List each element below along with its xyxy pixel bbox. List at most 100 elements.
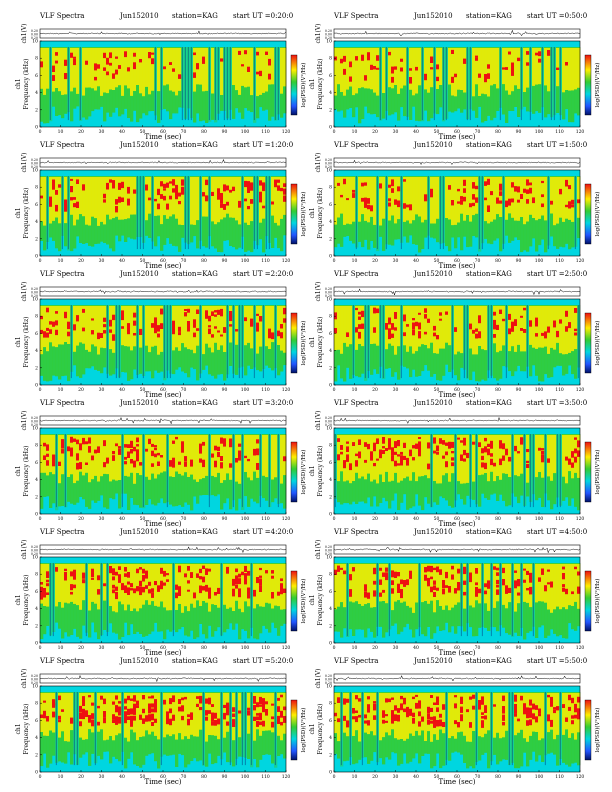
- spectrogram-cell: [148, 696, 152, 699]
- spectrogram-cell: [430, 565, 434, 573]
- spectrogram-cell: [223, 176, 227, 218]
- spectrogram-cell: [283, 456, 287, 462]
- spectrogram-cell: [439, 312, 443, 316]
- spectrogram-cell: [445, 47, 449, 119]
- x-tick-label: 70: [475, 774, 481, 780]
- spectrogram-cell: [400, 176, 402, 250]
- spectrogram-cell: [487, 178, 491, 185]
- spectrogram-cell: [487, 443, 491, 447]
- y-tick-label: 2: [35, 107, 38, 113]
- spectrogram-cell: [520, 695, 524, 701]
- spectrogram-cell: [244, 579, 248, 585]
- spectrogram-cell: [445, 585, 449, 588]
- spectrogram-cell: [472, 705, 476, 710]
- spectrogram-cell: [520, 315, 524, 318]
- spectrogram-cell: [400, 67, 404, 72]
- spectrogram-cell: [277, 697, 281, 701]
- spectrogram-cell: [346, 563, 348, 637]
- spectrogram-cell: [442, 47, 446, 122]
- spectrogram-cell: [490, 692, 494, 762]
- spectrogram-cell: [559, 692, 561, 766]
- spectrogram-cell: [514, 570, 518, 573]
- spectrogram-cell: [511, 322, 515, 328]
- spectrogram-cell: [136, 455, 140, 462]
- spectrogram-cell: [211, 47, 215, 94]
- spectrogram-cell: [385, 47, 389, 111]
- x-tick-label: 20: [372, 645, 378, 651]
- spectrogram-cell: [520, 692, 524, 730]
- spectrogram-cell: [535, 305, 539, 349]
- spectrogram-cell: [214, 314, 218, 317]
- panel-station: station=KAG: [466, 141, 512, 149]
- waveform-tick-label: 0.00: [31, 33, 38, 37]
- spectrogram-cell: [511, 563, 513, 637]
- spectrogram-cell: [85, 462, 89, 465]
- spectrogram-cell: [472, 434, 476, 482]
- spectrogram-cell: [547, 50, 551, 56]
- spectrogram-cell: [340, 194, 344, 198]
- spectrogram-cell: [403, 305, 407, 346]
- spectrogram-cell: [169, 305, 173, 374]
- spectrogram-cell: [559, 563, 563, 610]
- y-axis-label: Frequency (kHz): [23, 703, 30, 754]
- spectrogram-cell: [397, 440, 401, 443]
- spectrogram-cell: [472, 563, 476, 608]
- spectrogram-cell: [91, 702, 95, 706]
- spectrogram-cell: [574, 308, 578, 313]
- spectrogram-cell: [529, 434, 533, 502]
- spectrogram-cell: [442, 589, 446, 595]
- spectrogram-cell: [472, 329, 476, 334]
- spectrogram-cell: [88, 715, 92, 719]
- spectrogram-cell: [76, 458, 80, 461]
- spectrogram-cell: [400, 579, 404, 585]
- spectrogram-cell: [145, 585, 149, 589]
- spectrogram-cell: [373, 47, 377, 93]
- spectrogram-cell: [121, 692, 125, 752]
- spectrogram-cell: [529, 321, 533, 327]
- spectrogram-cell: [145, 184, 149, 191]
- spectrogram-panel-6: VLF Spectra Jun152010 station=KAG start UT …: [309, 270, 601, 399]
- spectrogram-cell: [379, 47, 381, 121]
- spectrogram-cell: [151, 588, 155, 593]
- spectrogram-cell: [127, 176, 131, 219]
- x-tick-label: 40: [119, 516, 125, 522]
- spectrogram-cell: [226, 710, 230, 716]
- x-tick-label: 120: [282, 516, 291, 522]
- spectrogram-cell: [571, 720, 575, 725]
- spectrogram-cell: [277, 708, 281, 712]
- spectrogram-cell: [184, 692, 188, 737]
- spectrogram-cell: [160, 692, 162, 766]
- spectrogram-cell: [493, 319, 497, 325]
- spectrogram-cell: [94, 449, 98, 454]
- spectrogram-cell: [67, 176, 71, 251]
- spectrogram-cell: [127, 716, 131, 720]
- spectrogram-cell: [241, 64, 245, 67]
- spectrogram-cell: [373, 305, 377, 344]
- spectrogram-cell: [511, 62, 515, 70]
- spectrogram-cell: [511, 198, 515, 203]
- spectrogram-cell: [253, 47, 255, 121]
- spectrogram-cell: [508, 456, 512, 460]
- colorbar: [584, 312, 592, 374]
- x-tick-label: 100: [535, 387, 544, 393]
- spectrogram-cell: [433, 47, 437, 114]
- spectrogram-cell: [184, 563, 188, 607]
- spectrogram-cell: [208, 587, 212, 594]
- spectrogram-cell: [421, 47, 423, 121]
- spectrogram-cell: [343, 178, 347, 185]
- spectrogram-cell: [427, 176, 429, 250]
- x-tick-label: 40: [413, 774, 419, 780]
- spectrogram-cell: [373, 307, 377, 314]
- spectrogram-cell: [391, 188, 395, 193]
- spectrogram-cell: [91, 331, 95, 334]
- spectrogram-cell: [178, 586, 182, 593]
- x-tick-label: 70: [475, 645, 481, 651]
- x-tick-label: 40: [413, 129, 419, 135]
- spectrogram-cell: [130, 708, 134, 711]
- spectrogram-cell: [271, 332, 275, 340]
- spectrogram-cell: [277, 434, 279, 508]
- spectrogram-cell: [163, 66, 167, 70]
- y-tick-label: 6: [329, 718, 332, 724]
- waveform-tick-label: 0.20: [31, 294, 38, 298]
- x-tick-label: 60: [454, 258, 460, 264]
